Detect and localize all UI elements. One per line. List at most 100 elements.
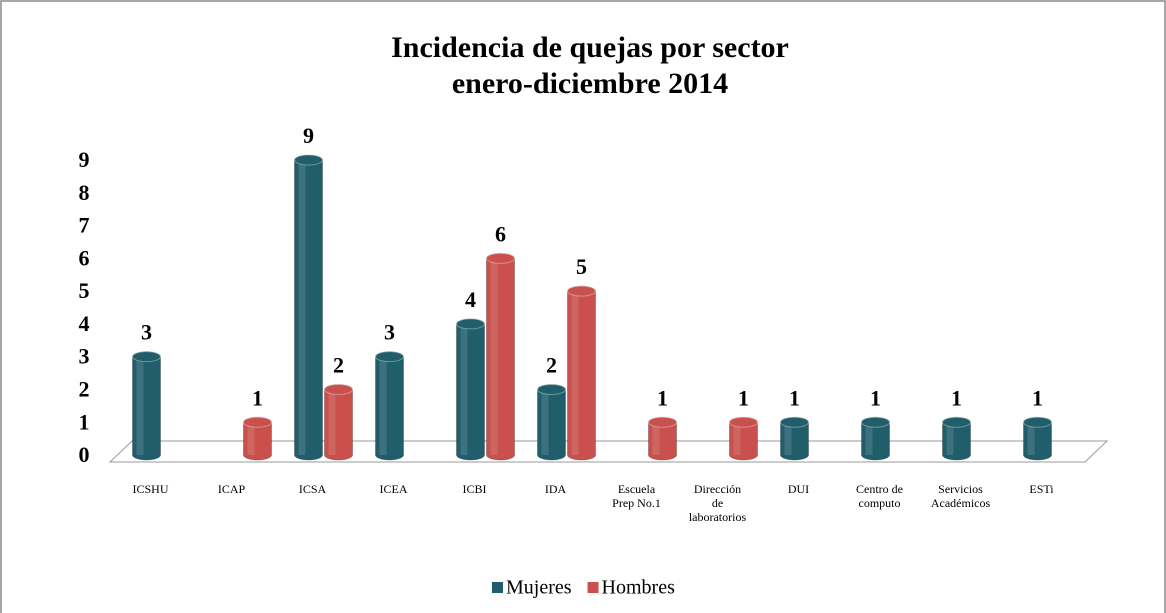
chart-subtitle: enero-diciembre 2014: [452, 67, 728, 100]
legend-swatch: [587, 582, 599, 593]
y-tick-label: 4: [79, 311, 90, 336]
bar: [324, 383, 353, 461]
x-tick-label: Servicios Académicos: [930, 482, 991, 510]
legend-swatch: [492, 582, 503, 593]
y-tick-label: 6: [79, 245, 90, 270]
data-label: 1: [657, 385, 668, 410]
bar: [942, 416, 971, 461]
bar: [243, 416, 272, 461]
y-tick-label: 3: [79, 344, 90, 369]
bar-group: [1023, 416, 1052, 461]
bar-top: [456, 318, 485, 330]
bar-group: [567, 285, 596, 461]
x-tick-label: Escuela Prep No.1: [612, 482, 661, 510]
data-label: 1: [252, 385, 263, 410]
bar-shade: [379, 356, 387, 455]
y-tick-label: 0: [79, 442, 90, 467]
bar-top: [780, 416, 809, 428]
bar-shade: [733, 422, 741, 455]
bar-top: [486, 252, 515, 264]
data-label: 5: [576, 254, 587, 279]
y-tick-label: 7: [79, 213, 90, 238]
y-tick-label: 8: [79, 180, 90, 205]
data-label: 9: [303, 123, 314, 148]
bar-group: [324, 383, 353, 461]
bar-group: [780, 416, 809, 461]
bar-shade: [865, 422, 873, 455]
y-tick-label: 1: [79, 409, 90, 434]
bar-group: [243, 416, 272, 461]
x-tick-label: ICAP: [217, 482, 246, 496]
bar: [567, 285, 596, 461]
bar-top: [294, 154, 323, 166]
legend-label: Hombres: [602, 577, 676, 599]
y-tick-label: 5: [79, 278, 90, 303]
bar-group: [456, 318, 485, 461]
x-tick-label: ICEA: [379, 482, 408, 496]
bar-shade: [298, 160, 306, 455]
bar-shade: [1027, 422, 1035, 455]
bar: [648, 416, 677, 461]
legend-label: Mujeres: [506, 577, 572, 599]
bar-group: [375, 351, 404, 461]
data-label: 1: [951, 385, 962, 410]
bar-top: [942, 416, 971, 428]
bar-top: [861, 416, 890, 428]
bar-shade: [541, 389, 549, 455]
bar-top: [243, 416, 272, 428]
bar-shade: [136, 356, 144, 455]
bar-shade: [328, 389, 336, 455]
bar: [861, 416, 890, 461]
data-label: 6: [495, 221, 506, 246]
x-tick-label: IDA: [544, 482, 567, 496]
bar: [486, 252, 515, 461]
bar-shade: [247, 422, 255, 455]
bar-top: [1023, 416, 1052, 428]
bar-group: [648, 416, 677, 461]
bar-shade: [652, 422, 660, 455]
bar-top: [567, 285, 596, 297]
bar-top: [648, 416, 677, 428]
bar: [1023, 416, 1052, 461]
y-tick-label: 2: [79, 376, 90, 401]
bar-top: [375, 351, 404, 363]
data-label: 1: [870, 385, 881, 410]
floor: [108, 440, 1109, 463]
bar-top: [537, 383, 566, 395]
data-label: 3: [384, 320, 395, 345]
bar-top: [324, 383, 353, 395]
bar-group: [861, 416, 890, 461]
bar-group: [294, 154, 323, 461]
y-tick-label: 9: [79, 147, 90, 172]
x-tick-label: ICSA: [298, 482, 327, 496]
bar-shade: [784, 422, 792, 455]
bar-group: [537, 383, 566, 461]
data-label: 1: [738, 385, 749, 410]
bar: [537, 383, 566, 461]
bar-group: [729, 416, 758, 461]
data-label: 4: [465, 287, 476, 312]
x-tick-label: ESTi: [1029, 482, 1054, 496]
data-label: 2: [333, 352, 344, 377]
x-tick-label: DUI: [787, 482, 810, 496]
bar-shade: [460, 323, 468, 455]
bar: [729, 416, 758, 461]
x-tick-label: Centro de computo: [856, 482, 903, 510]
bar-shade: [490, 258, 498, 455]
x-tick-label: Dirección de laboratorios: [688, 482, 747, 524]
data-label: 1: [789, 385, 800, 410]
bar-top: [729, 416, 758, 428]
bar: [780, 416, 809, 461]
chart-title: Incidencia de quejas por sector: [391, 31, 789, 64]
x-tick-label: ICSHU: [132, 482, 169, 496]
bar-group: [942, 416, 971, 461]
data-label: 3: [141, 320, 152, 345]
bar-top: [132, 351, 161, 363]
bar-shade: [571, 291, 579, 455]
bar-group: [132, 351, 161, 461]
data-label: 2: [546, 352, 557, 377]
x-tick-label: ICBI: [462, 482, 487, 496]
data-label: 1: [1032, 385, 1043, 410]
